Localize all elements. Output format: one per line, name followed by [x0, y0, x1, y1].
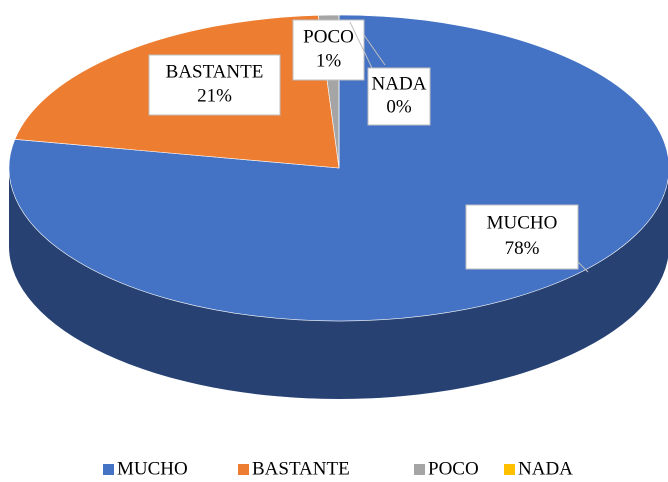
label-box [465, 204, 579, 270]
label-box [367, 67, 431, 126]
slice-label-value: 78% [505, 238, 540, 259]
pie-side-shade [9, 168, 668, 399]
label-box [148, 54, 281, 116]
leader-line [349, 21, 373, 69]
slice-label-name: MUCHO [487, 213, 558, 234]
slice-label-name: NADA [372, 73, 427, 94]
legend-label: BASTANTE [252, 458, 350, 479]
legend-label: NADA [518, 458, 573, 479]
legend-label: MUCHO [117, 458, 188, 479]
slice-label-name: BASTANTE [166, 61, 264, 82]
leader-line [577, 261, 589, 273]
legend-swatch [414, 464, 425, 475]
legend-label: POCO [428, 458, 479, 479]
slice-label-value: 21% [197, 85, 232, 106]
pie-side [9, 168, 668, 399]
legend-swatch [103, 464, 114, 475]
slice-label-value: 0% [386, 96, 412, 117]
legend-swatch [238, 464, 249, 475]
label-box [292, 19, 365, 81]
leader-line [363, 34, 386, 66]
slice-label-name: POCO [303, 26, 354, 47]
slice-label-value: 1% [316, 50, 342, 71]
legend-swatch [504, 464, 515, 475]
